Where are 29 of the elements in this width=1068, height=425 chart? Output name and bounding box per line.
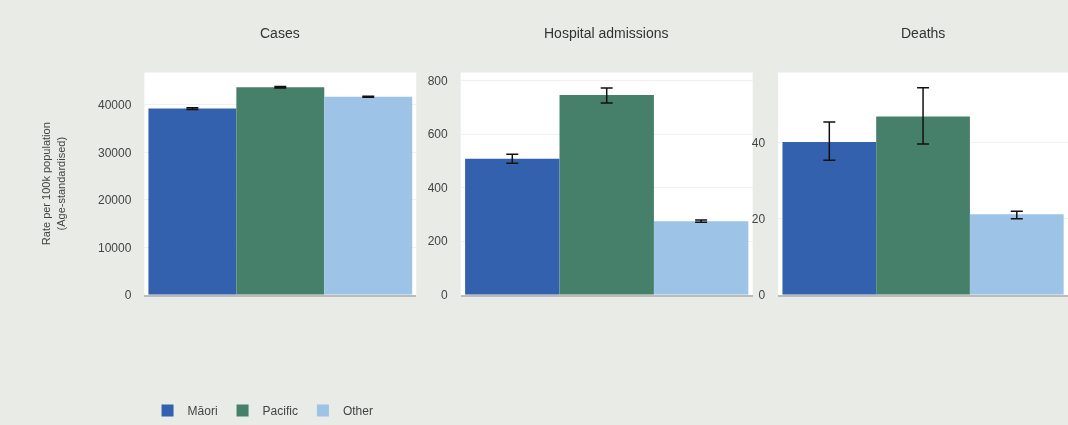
legend-label: Pacific [262,404,298,419]
y-tick-label: 0 [758,288,766,303]
legend-label: Other [342,404,373,419]
bar [148,108,237,295]
chart-title: Deaths [901,25,946,41]
bar [782,142,877,295]
y-tick-label: 40000 [97,98,132,113]
bar [324,96,413,295]
y-tick-label: 30000 [97,145,132,160]
bar [969,214,1064,295]
bar [559,95,654,295]
bar [465,158,560,295]
chart-title: Cases [260,25,300,41]
y-tick-label: 400 [427,180,449,195]
y-tick-label: 40 [751,136,766,151]
bar [236,87,325,295]
y-tick-label: 0 [441,288,449,303]
y-tick-label: 10000 [97,240,132,255]
bar [876,116,970,295]
y-tick-label: 200 [427,234,449,249]
y-tick-label: 600 [427,127,449,142]
y-tick-label: 20000 [97,193,132,208]
chart-title: Hospital admissions [544,25,669,41]
y-tick-label: 800 [427,73,449,88]
y-axis-title: Rate per 100k population (Age-standardised) [40,122,67,246]
legend-label: Māori [187,404,218,419]
y-tick-label: 20 [751,212,766,227]
y-tick-label: 0 [124,288,132,303]
bar [653,221,749,295]
